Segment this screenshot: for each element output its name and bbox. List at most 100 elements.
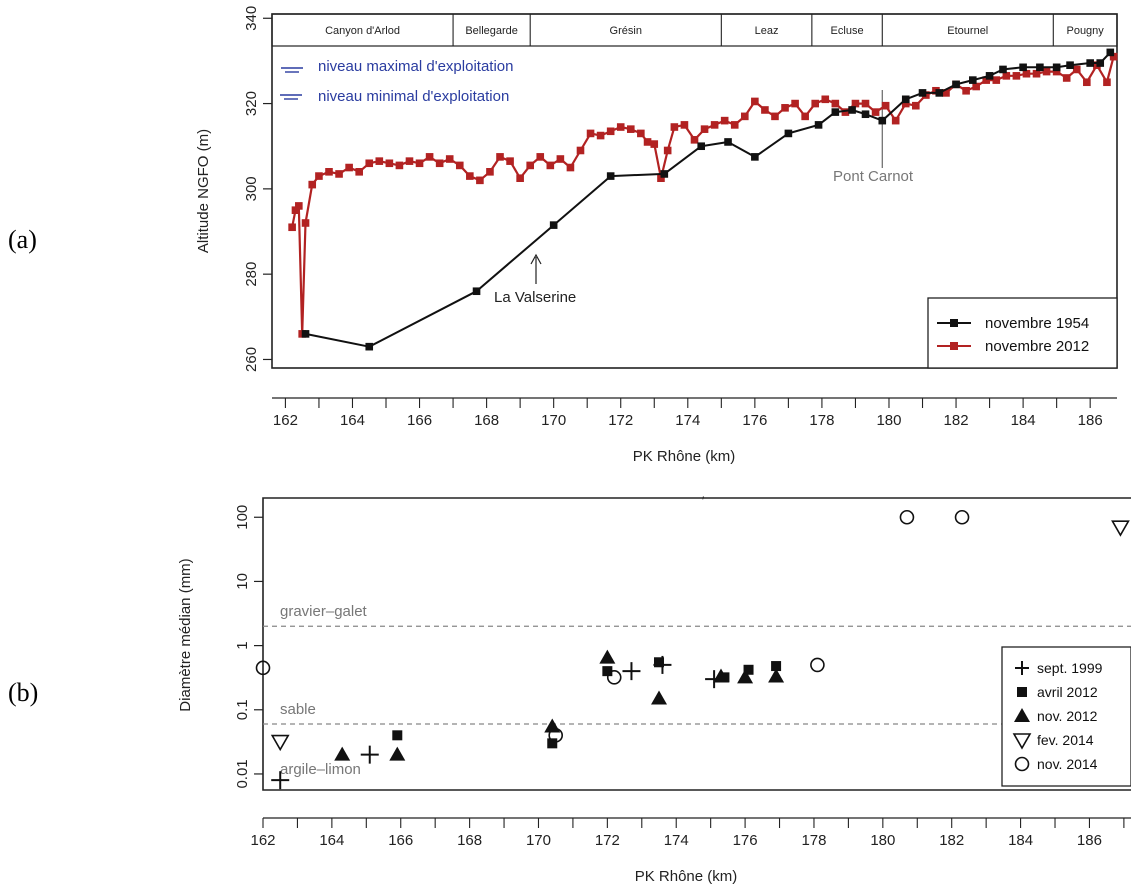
point-2012: [1012, 72, 1021, 80]
point-2012: [546, 161, 555, 170]
point-1954: [751, 153, 759, 161]
point-2012: [355, 168, 363, 176]
marker-plus: [360, 745, 379, 764]
x-tick-label: 182: [944, 412, 969, 429]
point-2012: [831, 99, 840, 108]
point-2012: [415, 159, 424, 168]
point-2012: [690, 136, 699, 144]
point-2012: [506, 157, 514, 165]
y-tick-label: 300: [243, 176, 260, 201]
point-2012: [791, 99, 799, 108]
point-2012: [663, 146, 672, 155]
marker-triangle-up: [599, 649, 616, 664]
point-2012: [1002, 72, 1011, 80]
point-2012: [1103, 78, 1111, 87]
chart-a-section-bar: [271, 13, 1118, 47]
chart-b-x-title: PK Rhône (km): [635, 868, 738, 885]
point-2012: [942, 89, 950, 97]
chart-a-series: [288, 48, 1118, 351]
y-tick-label: 340: [243, 6, 260, 31]
point-2012: [1042, 67, 1051, 76]
marker-triangle-down: [270, 734, 290, 752]
x-tick-label: 172: [595, 832, 620, 849]
marker-square: [743, 664, 754, 675]
point-1954: [1086, 59, 1094, 67]
chart-b-legend: sept. 1999 avril 2012 nov. 2012 fev. 2014 no…: [1001, 646, 1131, 787]
point-2012: [861, 99, 870, 108]
point-1954: [1019, 63, 1027, 72]
point-2012: [1052, 67, 1061, 76]
x-tick-label: 164: [340, 412, 365, 429]
point-2012: [516, 174, 524, 183]
note-min-level: niveau minimal d'exploitation: [318, 88, 509, 105]
marker-triangle-up: [334, 746, 351, 761]
point-2012: [586, 129, 595, 138]
point-2012: [891, 116, 900, 125]
legend-label: avril 2012: [1037, 684, 1098, 700]
point-2012: [751, 97, 759, 106]
note-max-level: niveau maximal d'exploitation: [318, 58, 513, 75]
point-2012: [405, 157, 414, 165]
panel-b-label: (b): [8, 678, 38, 707]
point-2012: [1083, 78, 1091, 87]
x-tick-label: 174: [664, 832, 689, 849]
marker-circle: [255, 660, 271, 676]
valserine-label: La Valserine: [494, 289, 576, 306]
section-label: Grésin: [610, 25, 642, 37]
point-2012: [643, 138, 652, 146]
point-2012: [445, 155, 454, 163]
x-tick-label: 166: [407, 412, 432, 429]
point-1954: [935, 89, 944, 97]
x-tick-label: 178: [809, 412, 834, 429]
x-tick-label: 170: [541, 412, 566, 429]
point-2012: [288, 223, 296, 232]
point-2012: [606, 127, 615, 136]
point-2012: [972, 82, 980, 91]
point-2012: [710, 121, 719, 129]
x-tick-label: 178: [801, 832, 826, 849]
x-tick-label: 162: [273, 412, 298, 429]
y-tick-label: 260: [243, 347, 260, 372]
point-2012: [680, 121, 689, 129]
valserine-arrow-head: [530, 253, 542, 265]
point-2012: [375, 157, 384, 165]
point-2012: [901, 99, 910, 108]
marker-triangle-up: [1014, 708, 1030, 722]
marker-square: [547, 738, 558, 749]
point-2012: [325, 168, 333, 176]
legend-1954-marker: [950, 319, 958, 327]
sable-label: sable: [280, 701, 316, 718]
chart-b-y-axis: 0.01 0.1 1 10 100: [234, 505, 263, 789]
point-1954: [952, 80, 960, 89]
point-2012: [730, 121, 739, 129]
point-2012: [700, 125, 709, 133]
marker-circle: [954, 509, 970, 525]
x-tick-label: 176: [733, 832, 758, 849]
point-1954: [861, 110, 870, 119]
x-tick-label: 180: [876, 412, 901, 429]
point-2012: [486, 168, 494, 176]
section-label: Bellegarde: [465, 25, 518, 37]
point-2012: [761, 106, 769, 114]
point-2012: [626, 125, 635, 133]
point-2012: [466, 172, 474, 180]
point-1954: [1106, 48, 1115, 57]
point-2012: [576, 146, 585, 155]
legend-label: sept. 1999: [1037, 660, 1103, 676]
x-tick-label: 184: [1011, 412, 1036, 429]
x-tick-label: 186: [1077, 832, 1102, 849]
point-1954: [724, 138, 732, 146]
chart-a-legend: novembre 1954 novembre 2012: [927, 297, 1118, 369]
chart-b-reference-lines: gravier–galet sable argile–limon: [263, 603, 1131, 778]
marker-circle: [548, 728, 564, 743]
y-tick-label: 1: [234, 641, 251, 649]
chart-b-x-axis: 162 164 166 168 170 172 174 176 178 180 182 184 186: [250, 817, 1131, 849]
gravier-galet-label: gravier–galet: [280, 603, 368, 620]
point-2012: [1022, 69, 1031, 78]
point-2012: [315, 172, 323, 180]
point-2012: [526, 161, 534, 170]
x-tick-label: 184: [1008, 832, 1033, 849]
point-1954: [472, 287, 481, 296]
panel-a-label: (a): [8, 225, 37, 254]
